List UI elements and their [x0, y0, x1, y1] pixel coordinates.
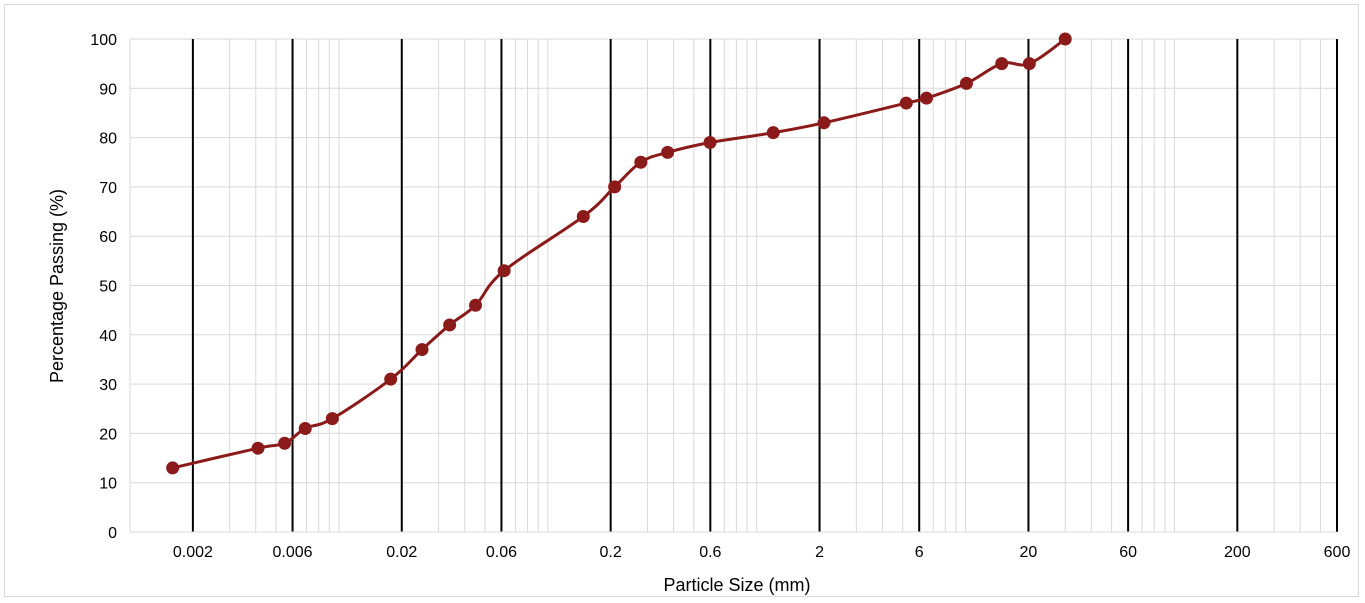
x-tick-label: 0.02: [386, 544, 417, 561]
y-tick-label: 10: [99, 476, 117, 493]
data-point: [415, 343, 429, 357]
data-point: [497, 264, 511, 278]
y-tick-label: 50: [99, 279, 117, 296]
y-tick-label: 90: [99, 81, 117, 98]
horizontal-grid: [130, 38, 1337, 533]
y-tick-label: 70: [99, 180, 117, 197]
data-point: [899, 96, 913, 110]
x-axis-title: Particle Size (mm): [663, 575, 810, 595]
data-point: [384, 372, 398, 386]
x-tick-label: 0.2: [600, 544, 622, 561]
x-tick-label: 600: [1324, 544, 1351, 561]
data-point: [325, 412, 339, 426]
y-tick-labels: 0 10 20 30 40 50 60 70 80 90 100: [90, 32, 117, 542]
data-point: [251, 441, 265, 455]
series-group: [166, 32, 1072, 475]
data-point: [661, 145, 675, 159]
data-point: [166, 461, 180, 475]
data-point: [919, 91, 933, 105]
data-point: [703, 136, 717, 150]
data-point: [278, 436, 292, 450]
data-point: [766, 126, 780, 140]
y-tick-label: 30: [99, 377, 117, 394]
data-point: [298, 421, 312, 435]
x-tick-label: 0.002: [173, 544, 213, 561]
x-tick-label: 0.06: [486, 544, 517, 561]
y-tick-label: 40: [99, 328, 117, 345]
data-point: [576, 209, 590, 223]
y-tick-label: 60: [99, 229, 117, 246]
x-tick-label: 2: [815, 544, 824, 561]
data-point: [608, 180, 622, 194]
x-tick-label: 0.006: [273, 544, 313, 561]
x-tick-label: 200: [1224, 544, 1251, 561]
x-tick-label: 60: [1119, 544, 1137, 561]
x-tick-labels: 0.002 0.006 0.02 0.06 0.2 0.6 2 6 20 60 200 600: [173, 544, 1351, 561]
x-tick-label: 6: [915, 544, 924, 561]
data-point: [469, 298, 483, 312]
data-point: [995, 57, 1009, 71]
data-point: [634, 155, 648, 169]
y-tick-label: 80: [99, 131, 117, 148]
data-point: [1058, 32, 1072, 46]
data-point: [443, 318, 457, 332]
y-tick-label: 0: [108, 525, 117, 542]
y-tick-label: 100: [90, 32, 117, 49]
data-point: [817, 116, 831, 130]
x-tick-label: 20: [1020, 544, 1038, 561]
data-point: [959, 76, 973, 90]
y-axis-title: Percentage Passing (%): [47, 189, 67, 383]
y-tick-label: 20: [99, 426, 117, 443]
data-point: [1022, 57, 1036, 71]
x-tick-label: 0.6: [699, 544, 721, 561]
